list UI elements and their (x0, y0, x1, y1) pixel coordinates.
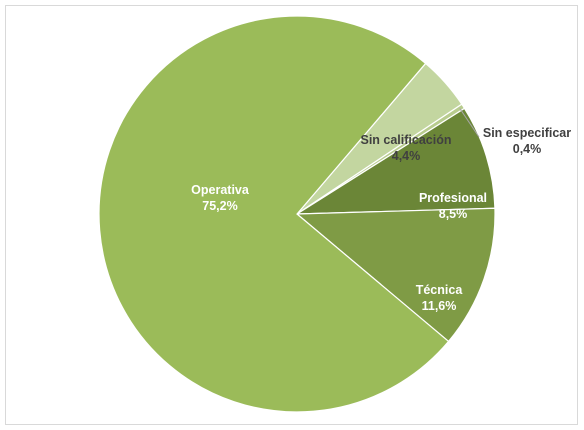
label-tecnica-percent: 11,6% (422, 299, 457, 313)
label-tecnica-category: Técnica (416, 283, 464, 297)
pie-slices (98, 15, 496, 413)
leader-lines (459, 108, 480, 138)
label-sin-calificacion-category: Sin calificación (360, 133, 451, 147)
pie-chart: Sin calificación 4,4% Sin especificar 0,4% P… (98, 15, 571, 413)
label-profesional-percent: 8,5% (439, 207, 468, 221)
label-sin-especificar-category: Sin especificar (483, 126, 571, 140)
label-sin-especificar-percent: 0,4% (513, 142, 542, 156)
data-labels: Sin calificación 4,4% Sin especificar 0,4% P… (191, 126, 571, 313)
slice-operativa (98, 15, 450, 413)
leader-line-sin-especificar (459, 108, 480, 138)
slice-profesional (294, 107, 496, 215)
slice-t-cnica (295, 207, 496, 343)
label-operativa-category: Operativa (191, 183, 250, 197)
label-sin-calificacion-percent: 4,4% (392, 149, 421, 163)
label-operativa-percent: 75,2% (202, 199, 237, 213)
label-profesional-category: Profesional (419, 191, 487, 205)
chart-area: Sin calificación 4,4% Sin especificar 0,4% P… (5, 5, 578, 425)
